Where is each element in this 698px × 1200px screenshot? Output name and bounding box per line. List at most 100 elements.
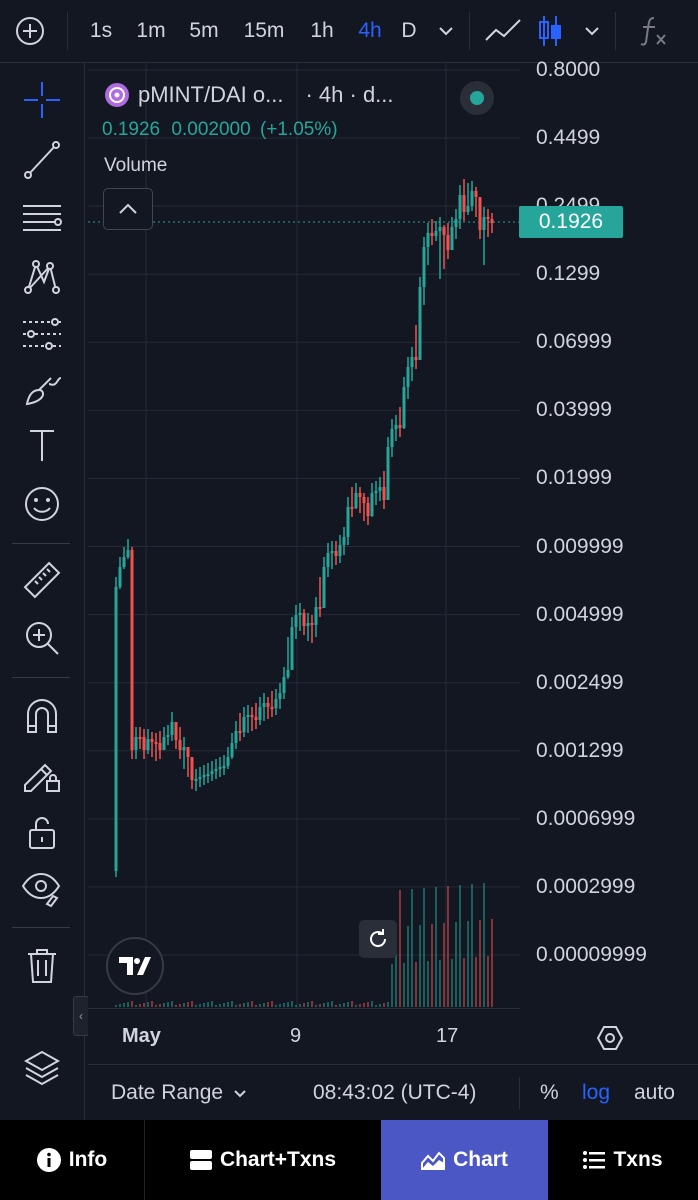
horizontal-lines-tool[interactable] <box>14 195 70 241</box>
candle-body <box>194 779 198 781</box>
volume-bar <box>335 1005 337 1007</box>
candle-body <box>226 757 230 766</box>
candle-body <box>258 707 262 720</box>
candle-body <box>474 191 478 197</box>
volume-bar <box>491 919 493 1007</box>
prediction-tool[interactable] <box>14 311 70 357</box>
candle-body <box>290 627 294 670</box>
chevron-down-icon <box>439 27 453 36</box>
volume-bar <box>371 1001 373 1007</box>
time-axis[interactable]: May 9 17 <box>88 1008 520 1065</box>
time-zone-button[interactable]: 08:43:02 (UTC-4) <box>313 1081 477 1104</box>
legend-price-row: 0.1926 0.002000 (+1.05%) <box>102 119 338 141</box>
nav-info[interactable]: Info <box>0 1120 145 1200</box>
candle-body <box>402 387 406 428</box>
nav-chart-txns[interactable]: Chart+Txns <box>145 1120 381 1200</box>
candle-body <box>186 747 190 757</box>
candle-body <box>254 717 258 720</box>
symbol-legend[interactable]: pMINT/DAI o... · 4h · d... <box>104 82 394 108</box>
date-range-button[interactable]: Date Range <box>111 1065 247 1121</box>
trash-icon <box>28 949 56 983</box>
eye-tool[interactable] <box>14 865 70 911</box>
horizontal-lines-icon <box>23 205 62 231</box>
volume-bar <box>159 1004 161 1007</box>
lock-drawing-icon <box>24 763 60 792</box>
candle-body <box>218 767 222 769</box>
candle-body <box>158 743 162 750</box>
unlock-tool[interactable] <box>14 809 70 855</box>
candle-body <box>426 233 430 247</box>
volume-bar <box>415 962 417 1007</box>
candle-body <box>138 737 142 739</box>
nav-chart[interactable]: Chart <box>381 1120 548 1200</box>
chart-type-dropdown[interactable] <box>578 0 606 62</box>
candlestick-icon <box>539 16 561 46</box>
percent-toggle[interactable]: % <box>540 1081 559 1104</box>
trend-line-tool[interactable] <box>14 137 70 183</box>
volume-bar <box>235 1005 237 1007</box>
chart-settings-button[interactable] <box>593 1021 627 1055</box>
volume-bar <box>483 883 485 1007</box>
text-tool[interactable] <box>14 423 70 469</box>
reset-chart-button[interactable] <box>359 920 397 958</box>
brush-tool[interactable] <box>14 367 70 413</box>
interval-1m[interactable]: 1m <box>136 19 166 42</box>
price-label: 0.0006999 <box>536 806 636 830</box>
interval-1s[interactable]: 1s <box>89 19 113 42</box>
collapse-legend-button[interactable] <box>103 188 153 230</box>
magnet-tool[interactable] <box>14 693 70 739</box>
candle-body <box>142 737 146 750</box>
tradingview-logo-icon <box>119 957 151 975</box>
interval-d[interactable]: D <box>401 19 417 42</box>
candlestick-button[interactable] <box>532 0 568 62</box>
drawing-toolbar <box>0 63 85 1120</box>
trash-tool[interactable] <box>14 943 70 989</box>
add-symbol-button[interactable] <box>8 0 52 62</box>
candle-body <box>342 537 346 545</box>
date-range-label: Date Range <box>111 1081 224 1104</box>
interval-15m[interactable]: 15m <box>243 19 285 42</box>
interval-1h[interactable]: 1h <box>310 19 334 42</box>
auto-toggle[interactable]: auto <box>634 1081 675 1104</box>
indicators-button[interactable] <box>630 0 676 62</box>
candle-body <box>222 766 226 768</box>
legend-change-pct: (+1.05%) <box>259 119 338 140</box>
volume-bar <box>283 1003 285 1007</box>
zoom-in-tool[interactable] <box>14 615 70 661</box>
volume-bar <box>459 885 461 1007</box>
volume-bar <box>211 1001 213 1007</box>
price-label: 0.06999 <box>536 330 612 354</box>
candle-body <box>130 550 134 750</box>
volume-bar <box>443 923 445 1007</box>
volume-bar <box>215 1005 217 1007</box>
candle-body <box>418 287 422 360</box>
prediction-icon <box>23 318 61 350</box>
candle-body <box>170 722 174 735</box>
nav-txns[interactable]: Txns <box>548 1120 698 1200</box>
candle-body <box>190 757 194 780</box>
candle-body <box>442 227 446 235</box>
lock-drawing-tool[interactable] <box>14 751 70 797</box>
chevron-up-icon <box>119 203 137 214</box>
emoji-tool[interactable] <box>14 481 70 527</box>
price-label: 0.009999 <box>536 534 624 558</box>
interval-dropdown[interactable] <box>432 0 460 62</box>
pattern-tool[interactable] <box>14 253 70 299</box>
ruler-tool[interactable] <box>14 557 70 603</box>
line-chart-button[interactable] <box>480 0 526 62</box>
candle-body <box>274 699 278 708</box>
collapse-sidebar-button[interactable]: ‹ <box>73 996 89 1036</box>
layers-tool[interactable] <box>14 1045 70 1091</box>
tradingview-logo[interactable] <box>106 937 164 995</box>
chart-area[interactable]: pMINT/DAI o... · 4h · d... 0.1926 0.0020… <box>88 58 698 1120</box>
crosshair-tool[interactable] <box>14 77 70 123</box>
volume-bar <box>355 1005 357 1007</box>
interval-4h[interactable]: 4h <box>358 19 382 42</box>
log-toggle[interactable]: log <box>582 1081 611 1104</box>
volume-bar <box>131 1001 133 1007</box>
volume-bar <box>367 1002 369 1007</box>
volume-bar <box>127 1002 129 1007</box>
interval-5m[interactable]: 5m <box>189 19 219 42</box>
market-status-indicator[interactable] <box>460 81 494 115</box>
volume-bar <box>463 958 465 1007</box>
